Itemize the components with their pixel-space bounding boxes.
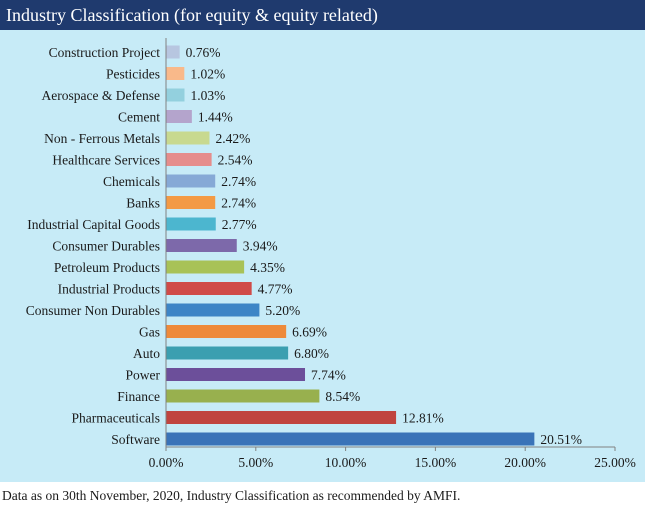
data-label: 0.76%: [186, 45, 221, 60]
data-label: 2.74%: [221, 174, 256, 189]
chart-panel: Construction Project 0.76% Pesticides 1.02%…: [0, 30, 645, 482]
category-label: Aerospace & Defense: [42, 88, 160, 103]
footnote: Data as on 30th November, 2020, Industry…: [2, 488, 461, 503]
bar: [166, 153, 212, 166]
data-label: 4.77%: [258, 282, 293, 297]
bar: [166, 196, 216, 209]
category-label: Petroleum Products: [54, 260, 160, 275]
data-label: 20.51%: [540, 432, 582, 447]
x-tick-label: 10.00%: [325, 455, 367, 470]
category-label: Pesticides: [106, 67, 160, 82]
category-label: Gas: [139, 325, 160, 340]
category-label: Non - Ferrous Metals: [44, 131, 160, 146]
data-label: 1.03%: [190, 88, 225, 103]
category-label: Industrial Capital Goods: [27, 217, 160, 232]
data-label: 6.80%: [294, 346, 329, 361]
data-label: 2.54%: [218, 153, 253, 168]
x-tick-label: 20.00%: [504, 455, 546, 470]
data-label: 8.54%: [325, 389, 360, 404]
bar: [166, 45, 180, 59]
bar: [166, 88, 185, 102]
bar: [166, 303, 260, 317]
bar: [166, 260, 245, 274]
data-label: 2.77%: [222, 217, 257, 232]
bar: [166, 110, 192, 123]
bar: [166, 325, 287, 338]
data-label: 4.35%: [250, 260, 285, 275]
data-label: 1.02%: [190, 67, 225, 82]
bar: [166, 217, 216, 231]
category-label: Chemicals: [103, 174, 160, 189]
data-label: 2.42%: [215, 131, 250, 146]
category-label: Power: [126, 368, 161, 383]
bar: [166, 411, 397, 424]
data-label: 7.74%: [311, 368, 346, 383]
chart-title-bar: Industry Classification (for equity & eq…: [0, 0, 645, 30]
category-label: Software: [111, 432, 160, 447]
data-label: 12.81%: [402, 411, 444, 426]
data-label: 6.69%: [292, 325, 327, 340]
bar: [166, 131, 210, 145]
bar: [166, 432, 535, 446]
category-label: Healthcare Services: [52, 153, 160, 168]
bar: [166, 368, 306, 381]
category-label: Construction Project: [49, 45, 161, 60]
category-label: Banks: [126, 196, 160, 211]
bar: [166, 174, 216, 188]
category-label: Cement: [118, 110, 160, 125]
bar: [166, 67, 185, 80]
bar: [166, 346, 289, 360]
data-label: 2.74%: [221, 196, 256, 211]
bar: [166, 389, 320, 403]
bar: [166, 239, 237, 252]
category-label: Consumer Non Durables: [26, 303, 160, 318]
chart-title: Industry Classification (for equity & eq…: [6, 5, 378, 25]
category-label: Pharmaceuticals: [72, 411, 160, 426]
x-tick-label: 15.00%: [415, 455, 457, 470]
data-label: 5.20%: [265, 303, 300, 318]
bar-chart: Construction Project 0.76% Pesticides 1.02%…: [26, 38, 636, 470]
x-tick-label: 5.00%: [238, 455, 273, 470]
category-label: Finance: [117, 389, 160, 404]
data-label: 3.94%: [243, 239, 278, 254]
bar: [166, 282, 252, 295]
category-label: Auto: [133, 346, 160, 361]
x-tick-label: 25.00%: [594, 455, 636, 470]
category-label: Industrial Products: [58, 282, 160, 297]
data-label: 1.44%: [198, 110, 233, 125]
category-label: Consumer Durables: [52, 239, 160, 254]
x-tick-label: 0.00%: [149, 455, 184, 470]
